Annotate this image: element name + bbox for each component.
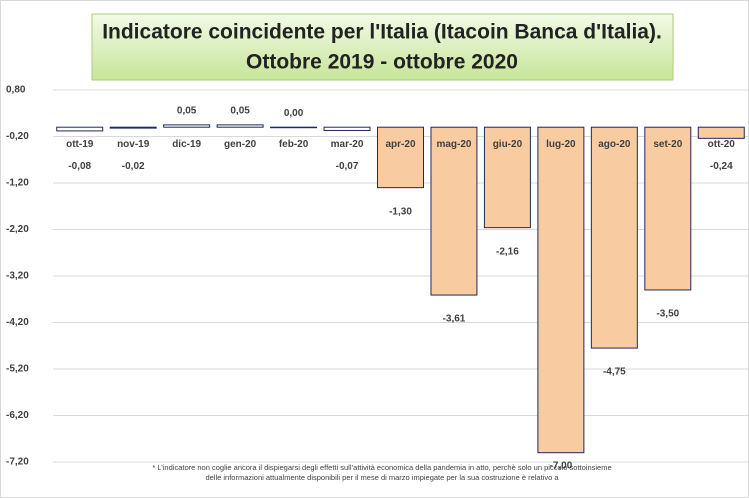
data-label: -2,16: [496, 246, 519, 257]
y-tick-label: -2,20: [6, 224, 29, 235]
x-tick-label: ott-20: [708, 139, 736, 150]
x-tick-label: feb-20: [279, 139, 309, 150]
y-tick-label: -3,20: [6, 271, 29, 282]
bar: [377, 126, 424, 189]
bar: [644, 126, 692, 291]
x-tick-label: gen-20: [224, 139, 257, 150]
data-label: 0,00: [284, 108, 304, 119]
data-label: -0,02: [122, 161, 145, 172]
bar: [323, 126, 371, 131]
bar: [56, 126, 104, 132]
data-label: -0,07: [336, 161, 359, 172]
bar: [697, 126, 745, 139]
data-label: -0,24: [710, 161, 733, 172]
y-tick-label: -5,20: [6, 364, 29, 375]
bar: [590, 126, 638, 349]
x-tick-label: set-20: [653, 139, 682, 150]
y-tick-label: -0,20: [6, 131, 29, 142]
bar: [483, 126, 531, 229]
y-tick-label: -7,20: [6, 457, 29, 468]
x-tick-label: ago-20: [598, 139, 631, 150]
x-tick-label: mag-20: [436, 139, 471, 150]
data-label: -7,00: [549, 461, 572, 472]
bar: [430, 126, 478, 296]
y-tick-label: -6,20: [6, 410, 29, 421]
bar: [216, 124, 264, 128]
x-tick-label: dic-19: [172, 139, 201, 150]
data-label: -0,08: [68, 161, 91, 172]
data-label: -3,61: [443, 314, 466, 325]
y-tick-label: 0,80: [6, 85, 26, 96]
title-box: [91, 13, 674, 81]
data-label: 0,05: [230, 106, 250, 117]
y-tick-label: -1,20: [6, 178, 29, 189]
x-tick-label: nov-19: [117, 139, 150, 150]
x-tick-label: giu-20: [493, 139, 523, 150]
chart-title: Indicatore coincidente per l'Italia (Ita…: [102, 21, 662, 44]
bar: [270, 126, 318, 129]
x-tick-label: apr-20: [385, 139, 415, 150]
data-label: -3,50: [656, 309, 679, 320]
x-tick-label: mar-20: [331, 139, 364, 150]
data-label: 0,05: [177, 106, 197, 117]
data-label: -1,30: [389, 206, 412, 217]
bar: [109, 126, 157, 129]
x-tick-label: lug-20: [546, 139, 576, 150]
bar: [163, 124, 211, 128]
chart-subtitle: Ottobre 2019 - ottobre 2020: [246, 51, 518, 74]
y-tick-label: -4,20: [6, 317, 29, 328]
footnote: delle informazioni attualmente disponibi…: [205, 473, 559, 482]
bar: [537, 126, 585, 454]
data-label: -4,75: [603, 367, 626, 378]
footnote: * L’indicatore non coglie ancora il disp…: [152, 463, 611, 472]
x-tick-label: ott-19: [66, 139, 94, 150]
